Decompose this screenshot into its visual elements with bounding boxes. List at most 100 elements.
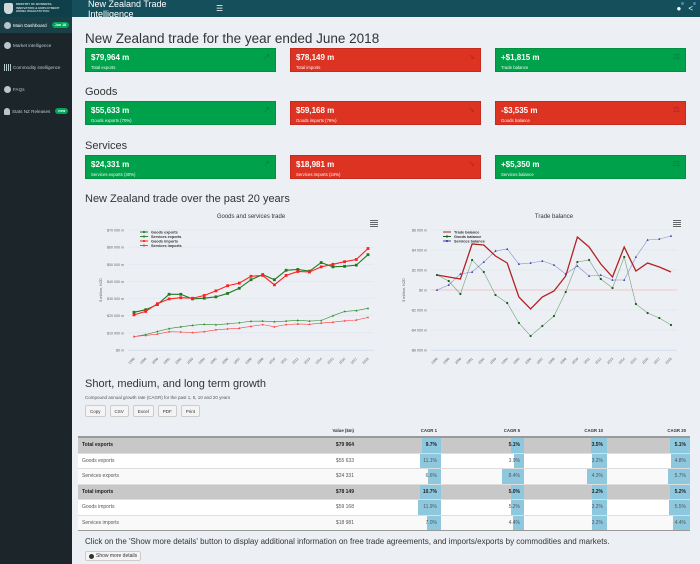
data-point[interactable] bbox=[331, 265, 335, 269]
show-more-details-button[interactable]: Show more details bbox=[85, 551, 142, 561]
data-point[interactable] bbox=[214, 289, 218, 293]
data-point[interactable] bbox=[611, 286, 614, 290]
data-point[interactable] bbox=[308, 322, 311, 326]
data-point[interactable] bbox=[517, 262, 520, 265]
data-point[interactable] bbox=[179, 292, 183, 296]
column-header-cagr10[interactable]: CAGR 10 bbox=[524, 425, 607, 438]
data-point[interactable] bbox=[296, 322, 299, 325]
data-point[interactable] bbox=[308, 319, 311, 322]
data-point[interactable] bbox=[179, 330, 182, 333]
legend-item[interactable]: Trade balance bbox=[454, 230, 479, 234]
data-point[interactable] bbox=[634, 302, 637, 306]
chart-menu-icon[interactable] bbox=[673, 220, 681, 227]
share-icon[interactable]: < bbox=[688, 2, 696, 13]
column-header[interactable] bbox=[78, 425, 238, 438]
data-point[interactable] bbox=[576, 260, 579, 264]
data-point[interactable] bbox=[226, 284, 229, 288]
data-point[interactable] bbox=[599, 277, 602, 281]
data-point[interactable] bbox=[355, 318, 358, 321]
data-point[interactable] bbox=[167, 297, 171, 301]
data-point[interactable] bbox=[285, 323, 288, 326]
data-point[interactable] bbox=[354, 263, 358, 267]
sidebar-item-commodity-intelligence[interactable]: Commodity intelligence bbox=[0, 59, 72, 75]
sidebar-item-market-intelligence[interactable]: Market intelligence bbox=[0, 37, 72, 53]
data-point[interactable] bbox=[285, 319, 288, 322]
data-point[interactable] bbox=[552, 314, 556, 318]
data-point[interactable] bbox=[482, 260, 485, 263]
data-point[interactable] bbox=[284, 268, 288, 272]
data-point[interactable] bbox=[354, 258, 358, 261]
data-point[interactable] bbox=[506, 247, 509, 250]
data-point[interactable] bbox=[237, 281, 241, 285]
data-point[interactable] bbox=[296, 319, 299, 322]
data-point[interactable] bbox=[611, 278, 614, 281]
data-point[interactable] bbox=[541, 259, 544, 262]
data-point[interactable] bbox=[296, 268, 300, 271]
data-point[interactable] bbox=[599, 273, 602, 276]
data-point[interactable] bbox=[343, 264, 346, 268]
data-point[interactable] bbox=[552, 263, 556, 266]
data-point[interactable] bbox=[179, 296, 183, 300]
data-point[interactable] bbox=[144, 308, 148, 312]
data-point[interactable] bbox=[459, 272, 462, 275]
data-point[interactable] bbox=[646, 311, 649, 315]
data-point[interactable] bbox=[355, 309, 358, 312]
data-point[interactable] bbox=[366, 316, 370, 319]
sidebar-item-stats-nz-releases[interactable]: Stats NZ Releases new bbox=[0, 103, 72, 119]
data-point[interactable] bbox=[202, 294, 206, 297]
legend-item[interactable]: Services exports bbox=[151, 235, 181, 239]
column-header-cagr20[interactable]: CAGR 20 bbox=[607, 425, 690, 438]
data-point[interactable] bbox=[284, 274, 288, 277]
legend-item[interactable]: Services balance bbox=[454, 239, 485, 243]
data-point[interactable] bbox=[202, 296, 206, 300]
data-point[interactable] bbox=[191, 331, 194, 334]
data-point[interactable] bbox=[471, 258, 474, 262]
data-point[interactable] bbox=[296, 270, 300, 273]
data-point[interactable] bbox=[179, 325, 182, 328]
data-point[interactable] bbox=[588, 258, 591, 262]
column-header-cagr5[interactable]: CAGR 5 bbox=[441, 425, 524, 438]
data-point[interactable] bbox=[249, 274, 253, 278]
data-point[interactable] bbox=[541, 324, 544, 328]
sidebar-item-faqs[interactable]: FAQs bbox=[0, 81, 72, 97]
data-point[interactable] bbox=[623, 255, 626, 259]
data-point[interactable] bbox=[249, 325, 253, 328]
data-point[interactable] bbox=[435, 288, 439, 291]
data-point[interactable] bbox=[471, 270, 474, 273]
data-point[interactable] bbox=[576, 264, 579, 267]
data-point[interactable] bbox=[564, 290, 567, 294]
data-point[interactable] bbox=[168, 330, 171, 333]
data-point[interactable] bbox=[214, 323, 217, 326]
data-point[interactable] bbox=[658, 237, 661, 240]
data-point[interactable] bbox=[564, 272, 567, 275]
data-point[interactable] bbox=[529, 261, 532, 264]
data-point[interactable] bbox=[261, 319, 264, 322]
column-header-value[interactable]: Value ($m) bbox=[238, 425, 358, 438]
data-point[interactable] bbox=[273, 325, 276, 328]
legend-item[interactable]: Goods exports bbox=[151, 230, 178, 234]
data-point[interactable] bbox=[261, 274, 265, 277]
data-point[interactable] bbox=[658, 316, 661, 320]
data-point[interactable] bbox=[273, 320, 276, 323]
data-point[interactable] bbox=[435, 273, 439, 277]
data-point[interactable] bbox=[366, 307, 370, 310]
data-point[interactable] bbox=[343, 260, 346, 264]
data-point[interactable] bbox=[203, 330, 206, 333]
data-point[interactable] bbox=[191, 323, 194, 327]
data-point[interactable] bbox=[203, 322, 206, 326]
csv-button[interactable]: CSV bbox=[109, 405, 129, 417]
data-point[interactable] bbox=[132, 335, 136, 338]
data-point[interactable] bbox=[320, 321, 323, 324]
chart-menu-icon[interactable] bbox=[370, 220, 378, 227]
data-point[interactable] bbox=[669, 323, 673, 327]
data-point[interactable] bbox=[144, 334, 147, 337]
print-button[interactable]: Print bbox=[180, 405, 201, 417]
data-point[interactable] bbox=[168, 327, 171, 330]
data-point[interactable] bbox=[132, 310, 136, 314]
legend-item[interactable]: Goods imports bbox=[151, 239, 178, 243]
data-point[interactable] bbox=[517, 321, 520, 325]
data-point[interactable] bbox=[623, 278, 626, 281]
data-point[interactable] bbox=[634, 255, 637, 258]
data-point[interactable] bbox=[144, 310, 148, 313]
data-point[interactable] bbox=[447, 279, 450, 283]
